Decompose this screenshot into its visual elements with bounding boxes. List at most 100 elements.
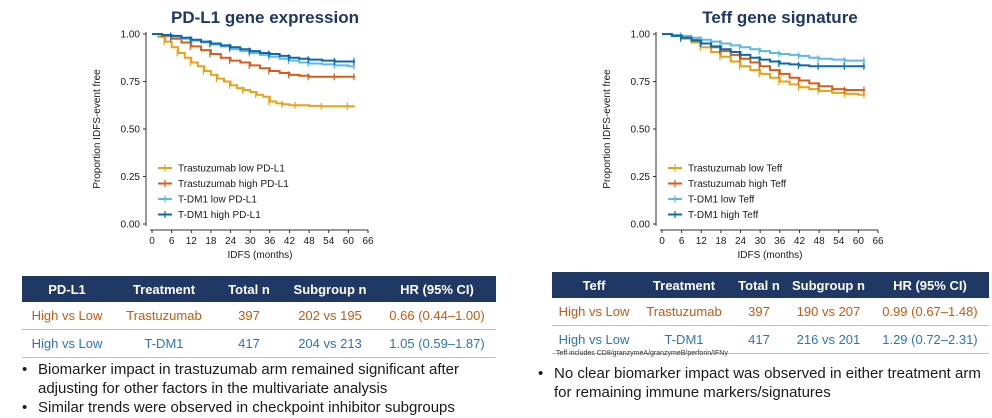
- km-curve-3: [662, 33, 865, 62]
- table-header-cell: HR (95% CI): [870, 272, 989, 298]
- table-header-cell: HR (95% CI): [378, 276, 496, 302]
- x-tick-label: 66: [872, 236, 884, 247]
- table-header-cell: Subgroup n: [786, 272, 871, 298]
- x-tick-label: 54: [833, 236, 845, 247]
- table-header-row: Teff Treatment Total n Subgroup n HR (95…: [552, 272, 989, 298]
- x-tick-label: 36: [264, 236, 276, 247]
- table-cell: 190 vs 207: [786, 298, 871, 326]
- left-km-plot: 0.00 0.25 0.50 0.75 1.00 0 6 12 18 24 30 36 42 48 54 60…: [92, 30, 374, 262]
- table-cell: Trastuzumab: [636, 298, 732, 326]
- x-axis-label: IDFS (months): [227, 250, 292, 261]
- right-table-footnote: Teff includes CD8/granzymeA/granzymeB/pe…: [556, 350, 728, 357]
- bullet-item: Biomarker impact in trastuzumab arm rema…: [18, 360, 488, 398]
- right-hr-table: Teff Treatment Total n Subgroup n HR (95…: [552, 272, 989, 354]
- table-cell: 417: [216, 329, 282, 358]
- table-cell: High vs Low: [22, 329, 112, 358]
- table-header-cell: PD-L1: [22, 276, 112, 302]
- legend-label: Trastuzumab low Teff: [688, 164, 783, 175]
- legend-label: T-DM1 high Teff: [688, 210, 758, 221]
- table-cell: 397: [216, 302, 282, 330]
- x-tick-label: 60: [343, 236, 355, 247]
- table-cell: 417: [732, 325, 786, 354]
- table-header-cell: Total n: [216, 276, 282, 302]
- left-bullet-list: Biomarker impact in trastuzumab arm rema…: [18, 360, 488, 417]
- legend-label: Trastuzumab high Teff: [688, 179, 786, 190]
- table-row: High vs Low Trastuzumab 397 190 vs 207 0…: [552, 298, 989, 326]
- table-cell: High vs Low: [552, 298, 636, 326]
- x-tick-label: 24: [225, 236, 237, 247]
- x-tick-label: 6: [679, 236, 685, 247]
- table-header-cell: Treatment: [112, 276, 216, 302]
- y-axis-label: Proportion IDFS-event free: [92, 69, 103, 189]
- x-tick-label: 48: [304, 236, 316, 247]
- y-tick-label: 1.00: [631, 30, 651, 41]
- table-cell: 0.99 (0.67–1.48): [870, 298, 989, 326]
- table-header-cell: Total n: [732, 272, 786, 298]
- legend-label: T-DM1 low PD-L1: [178, 195, 257, 206]
- y-tick-label: 0.50: [121, 125, 141, 136]
- x-tick-label: 66: [362, 236, 374, 247]
- km-curve-4: [152, 33, 355, 63]
- table-cell: 202 vs 195: [282, 302, 378, 330]
- table-cell: 1.05 (0.59–1.87): [378, 329, 496, 358]
- table-cell: T-DM1: [636, 325, 732, 354]
- right-km-plot: 0.00 0.25 0.50 0.75 1.00 0 6 12 18 24 30 36 42 48 54 60…: [602, 30, 884, 262]
- x-tick-label: 12: [186, 236, 198, 247]
- table-cell: 397: [732, 298, 786, 326]
- right-bullet-list: No clear biomarker impact was observed i…: [534, 364, 984, 402]
- table-cell: High vs Low: [552, 325, 636, 354]
- y-tick-label: 0.00: [631, 220, 651, 231]
- table-cell: Trastuzumab: [112, 302, 216, 330]
- x-tick-label: 0: [659, 236, 665, 247]
- legend-label: Trastuzumab low PD-L1: [178, 164, 285, 175]
- x-tick-label: 18: [205, 236, 217, 247]
- y-tick-label: 0.75: [121, 77, 141, 88]
- x-tick-label: 18: [715, 236, 727, 247]
- table-cell: 1.29 (0.72–2.31): [870, 325, 989, 354]
- table-row: High vs Low T-DM1 417 204 vs 213 1.05 (0…: [22, 329, 496, 358]
- table-cell: 204 vs 213: [282, 329, 378, 358]
- left-hr-table: PD-L1 Treatment Total n Subgroup n HR (9…: [22, 276, 496, 358]
- km-curve-2: [152, 33, 355, 78]
- x-tick-label: 30: [245, 236, 257, 247]
- table-header-cell: Subgroup n: [282, 276, 378, 302]
- x-tick-label: 48: [814, 236, 826, 247]
- table-row: High vs Low T-DM1 417 216 vs 201 1.29 (0…: [552, 325, 989, 354]
- legend-label: T-DM1 low Teff: [688, 195, 755, 206]
- right-chart-title: Teff gene signature: [702, 8, 858, 27]
- table-cell: 0.66 (0.44–1.00): [378, 302, 496, 330]
- y-axis-label: Proportion IDFS-event free: [602, 69, 613, 189]
- legend-label: T-DM1 high PD-L1: [178, 210, 261, 221]
- x-tick-label: 42: [794, 236, 806, 247]
- y-tick-label: 0.25: [631, 172, 651, 183]
- y-tick-label: 0.00: [121, 220, 141, 231]
- table-row: High vs Low Trastuzumab 397 202 vs 195 0…: [22, 302, 496, 330]
- y-tick-label: 0.75: [631, 77, 651, 88]
- x-tick-label: 6: [169, 236, 175, 247]
- y-tick-label: 1.00: [121, 30, 141, 41]
- bullet-item: No clear biomarker impact was observed i…: [534, 364, 984, 402]
- km-curve-4: [662, 33, 865, 68]
- table-cell: High vs Low: [22, 302, 112, 330]
- km-curve-1: [152, 33, 355, 108]
- y-tick-label: 0.25: [121, 172, 141, 183]
- bullet-item: Similar trends were observed in checkpoi…: [18, 398, 488, 417]
- x-tick-label: 42: [284, 236, 296, 247]
- x-tick-label: 12: [696, 236, 708, 247]
- table-cell: T-DM1: [112, 329, 216, 358]
- table-header-cell: Teff: [552, 272, 636, 298]
- y-tick-label: 0.50: [631, 125, 651, 136]
- x-tick-label: 60: [853, 236, 865, 247]
- x-tick-label: 0: [149, 236, 155, 247]
- x-tick-label: 30: [755, 236, 767, 247]
- x-tick-label: 36: [774, 236, 786, 247]
- x-tick-label: 54: [323, 236, 335, 247]
- x-axis-label: IDFS (months): [737, 250, 802, 261]
- table-cell: 216 vs 201: [786, 325, 871, 354]
- km-curve-1: [662, 33, 865, 96]
- table-header-cell: Treatment: [636, 272, 732, 298]
- legend-label: Trastuzumab high PD-L1: [178, 179, 289, 190]
- table-header-row: PD-L1 Treatment Total n Subgroup n HR (9…: [22, 276, 496, 302]
- x-tick-label: 24: [735, 236, 747, 247]
- left-chart-title: PD-L1 gene expression: [170, 8, 359, 27]
